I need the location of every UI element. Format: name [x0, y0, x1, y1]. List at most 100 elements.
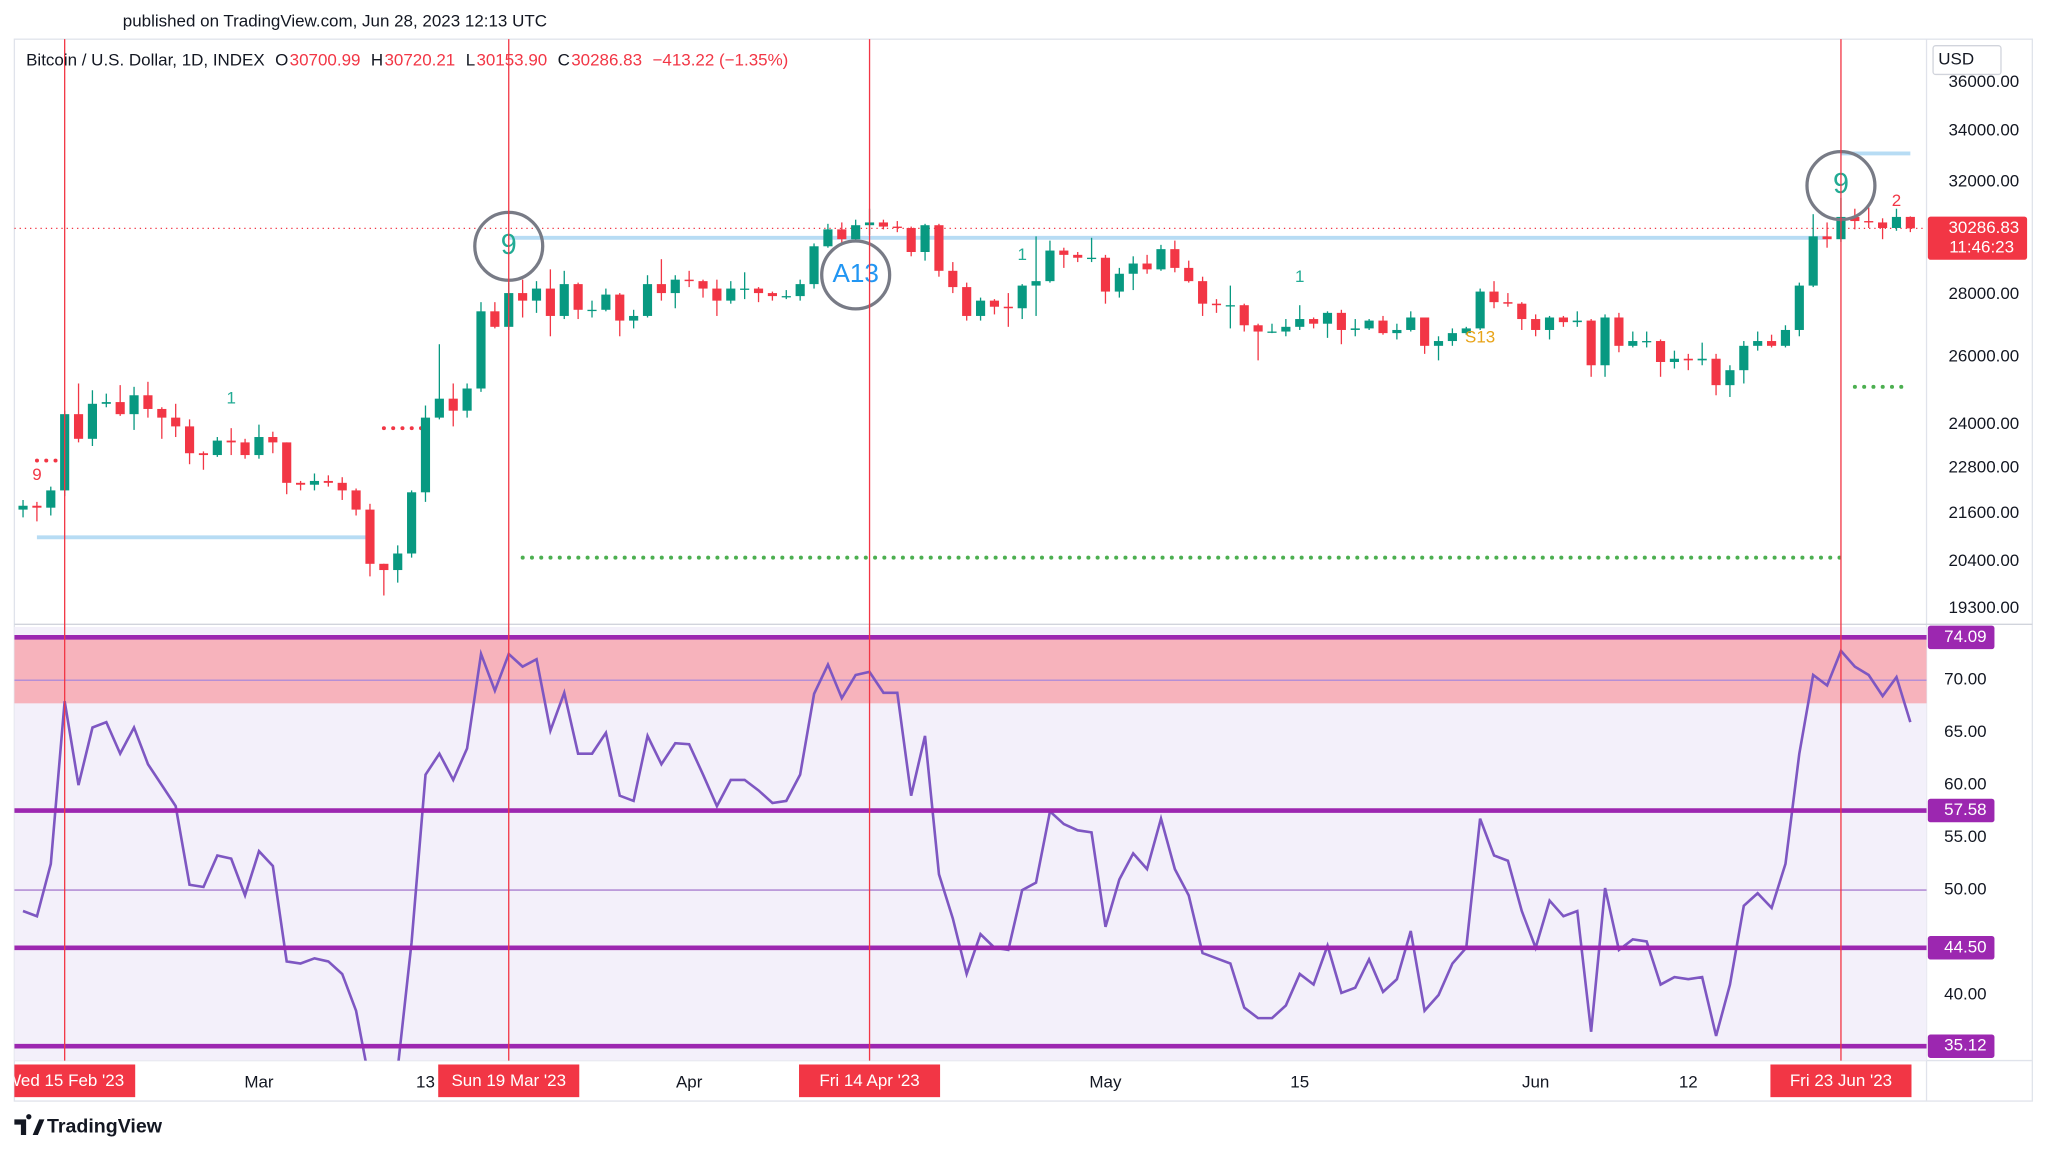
candle-body: [1239, 305, 1249, 326]
candle-body: [1031, 281, 1041, 286]
candle-body: [1572, 320, 1582, 323]
candle-body: [712, 288, 722, 301]
candle-body: [892, 226, 902, 228]
candle-body: [240, 442, 250, 456]
y-tick-label: 28000.00: [1948, 284, 2019, 303]
candle-body: [1531, 319, 1541, 330]
candle-body: [587, 309, 597, 312]
rsi-tick-label: 40.00: [1944, 984, 1986, 1003]
candle-body: [476, 311, 486, 389]
highlight-box: [1770, 1064, 1912, 1098]
legend-value: 30700.99: [290, 51, 361, 70]
candle-body: [323, 480, 333, 483]
candle-body: [1100, 257, 1111, 292]
legend-value: 30153.90: [476, 51, 547, 70]
candle-body: [157, 408, 167, 418]
candle-body: [726, 288, 736, 301]
candle-body: [1184, 267, 1194, 282]
annotation-circle: [820, 239, 892, 311]
candle-body: [684, 279, 694, 282]
candle-body: [226, 440, 236, 443]
rsi-level-box: [1927, 625, 1995, 650]
candle-body: [1794, 285, 1804, 330]
candle-body: [573, 284, 583, 310]
candle-body: [642, 284, 653, 316]
y-tick-label: 24000.00: [1948, 414, 2019, 433]
candle-body: [975, 300, 986, 316]
candle-body: [809, 246, 819, 285]
candle-body: [1156, 249, 1166, 270]
candle-body: [268, 437, 278, 443]
candle-body: [1600, 317, 1610, 366]
candle-body: [1503, 302, 1513, 304]
candle-body: [545, 288, 555, 316]
rsi-level-box: [1927, 1034, 1995, 1058]
countdown: 11:46:23: [1949, 237, 2014, 256]
candle-body: [615, 294, 625, 321]
x-tick-label: 15: [1290, 1072, 1309, 1091]
y-tick-label: 22800.00: [1948, 457, 2019, 476]
logo-mark: [14, 1114, 45, 1136]
candle-body: [1114, 273, 1124, 292]
candle-body: [851, 225, 861, 240]
x-tick-label: Mar: [244, 1072, 274, 1091]
overlay: Wed 15 Feb '23 Sun 19 Mar '23 Fri 14 Apr '…: [5, 39, 1927, 1098]
candle-body: [1336, 312, 1346, 330]
candle-body: [171, 417, 181, 427]
annotation: 1: [226, 388, 235, 407]
candle-body: [420, 417, 431, 493]
candle-body: [1017, 285, 1027, 309]
candle-body: [1489, 291, 1499, 303]
candle-body: [1128, 263, 1138, 274]
highlight-label: Wed 15 Feb '23: [5, 1071, 124, 1090]
candle-body: [906, 227, 916, 252]
candle-body: [1309, 319, 1319, 324]
candle-body: [393, 553, 403, 571]
candle-body: [1850, 216, 1860, 222]
candle-body: [518, 293, 528, 301]
candle-body: [379, 563, 389, 571]
candle-body: [1461, 328, 1471, 334]
y-tick-label: 36000.00: [1948, 72, 2019, 91]
candle-body: [1711, 358, 1721, 386]
y-tick-label: 34000.00: [1948, 120, 2019, 139]
candle-body: [101, 402, 111, 404]
y-tick-label: 21600.00: [1948, 503, 2019, 522]
candle-body: [1281, 326, 1291, 332]
candle-body: [309, 480, 320, 485]
candle-body: [1655, 341, 1666, 362]
highlight-label: Fri 23 Jun '23: [1790, 1071, 1892, 1090]
legend-key: O: [275, 51, 288, 70]
highlight-label: Fri 14 Apr '23: [819, 1071, 919, 1090]
candle-body: [1420, 317, 1430, 346]
annotation: 9: [365, 527, 374, 546]
candle-body: [670, 279, 680, 294]
brand-logo: [14, 1114, 45, 1136]
x-tick-label: 12: [1679, 1072, 1698, 1091]
candle-body: [767, 293, 777, 297]
candle-body: [753, 288, 764, 294]
candle-body: [129, 395, 139, 415]
candle-body: [878, 222, 888, 227]
rsi-tick-label: 60.00: [1944, 775, 1986, 794]
candle-body: [282, 442, 292, 483]
candle-body: [698, 281, 708, 289]
y-tick-label: 26000.00: [1948, 347, 2019, 366]
rsi-pane: [14, 626, 1927, 1061]
candle-body: [254, 437, 264, 456]
candle-body: [795, 284, 805, 297]
candle-body: [1087, 257, 1097, 260]
chart-frame: [13, 38, 2033, 1102]
candle-body: [1642, 341, 1652, 343]
last-price-box: [1927, 216, 2028, 260]
annotation: 9: [32, 465, 41, 484]
candle-body: [1433, 341, 1444, 346]
candle-body: [1364, 320, 1374, 329]
candle-body: [989, 300, 1000, 307]
x-tick-label: Jun: [1522, 1072, 1549, 1091]
candle-body: [87, 403, 97, 439]
candle-body: [559, 284, 569, 316]
candle-body: [1891, 216, 1902, 228]
candle-body: [920, 225, 930, 252]
